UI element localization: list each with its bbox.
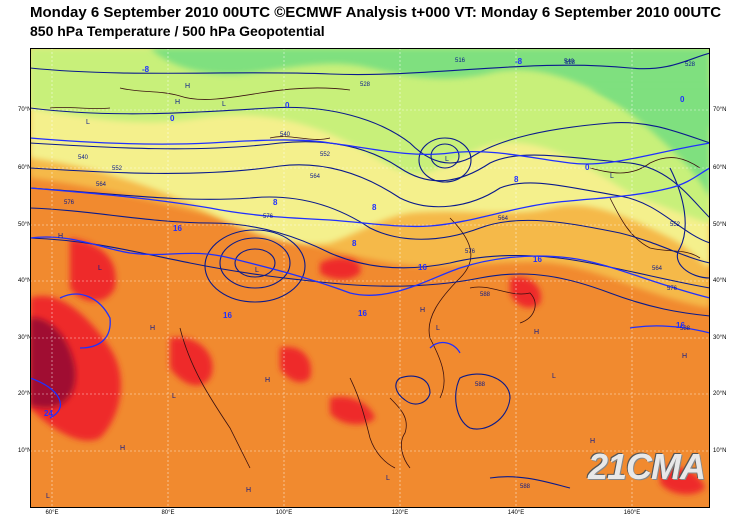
hottest-region [30,317,76,408]
lat-label-right: 20°N [713,391,727,397]
lat-label-left: 70°N [18,107,32,113]
temp-label: 16 [533,255,542,264]
lat-label-right: 30°N [713,335,727,341]
geo-label: 564 [498,216,509,222]
geo-label: 576 [465,249,476,255]
pressure-center-marker: H [175,99,180,106]
geo-label: 528 [685,62,696,68]
geo-label: 552 [670,222,681,228]
geo-label: 588 [680,326,691,332]
temp-label: 0 [170,114,175,123]
temp-label: 16 [173,224,182,233]
pressure-center-marker: H [590,438,595,445]
geo-label: 540 [78,155,89,161]
geo-label: 540 [280,132,291,138]
lon-label: 100°E [275,510,293,516]
geo-label: 588 [480,292,491,298]
pressure-center-marker: L [172,393,176,400]
pressure-center-marker: H [58,233,63,240]
pressure-center-marker: L [86,119,90,126]
pressure-center-marker: L [445,156,449,163]
geo-label: 528 [360,82,371,88]
watermark-logo: 21CMA [588,446,706,487]
pressure-center-marker: H [420,307,425,314]
lat-label-right: 50°N [713,222,727,228]
temp-label: 8 [372,203,377,212]
pressure-centers: H L H L L L H L H H H L H H H L L H H L … [46,83,687,500]
pressure-center-marker: L [552,373,556,380]
temp-band-yellow-green [30,48,710,223]
temp-label: 16 [358,309,367,318]
lat-label-left: 10°N [18,448,32,454]
geo-label: 564 [310,174,321,180]
lat-label-left: 60°N [18,165,32,171]
geo-label: 588 [475,382,486,388]
temp-band-cold [150,48,710,128]
temp-label: 8 [514,175,519,184]
lat-label-right: 70°N [713,107,727,113]
geo-label: 576 [64,200,75,206]
geopotential-labels: 528 516 528 540 552 564 576 540 552 564 … [64,58,696,490]
geo-label: 552 [320,152,331,158]
pressure-center-marker: H [265,377,270,384]
pressure-center-marker: H [150,325,155,332]
chart-title: Monday 6 September 2010 00UTC ©ECMWF Ana… [30,4,722,21]
pressure-center-marker: L [436,325,440,332]
pressure-center-marker: H [185,83,190,90]
geo-label: 564 [652,266,663,272]
temp-label: -8 [515,57,523,66]
geo-label: 576 [667,286,678,292]
lat-label-right: 40°N [713,278,727,284]
temp-label: 8 [352,239,357,248]
pressure-center-marker: L [98,265,102,272]
temp-label: 8 [273,198,278,207]
geo-label: 552 [112,166,123,172]
temp-label: 0 [680,95,685,104]
lon-label: 140°E [507,510,525,516]
lat-label-left: 40°N [18,278,32,284]
temp-label: -8 [142,65,150,74]
temp-band-cold-2 [590,88,710,198]
coastlines [49,87,701,469]
pressure-center-marker: L [46,493,50,500]
map-svg: 528 516 528 540 552 564 576 540 552 564 … [30,48,710,508]
pressure-center-marker: H [682,353,687,360]
geo-label: 540 [564,59,575,65]
pressure-center-marker: H [246,487,251,494]
temp-label: 0 [585,163,590,172]
geo-label: 576 [263,214,274,220]
temp-label: 16 [676,321,685,330]
lat-label-left: 50°N [18,222,32,228]
lon-label: 80°E [161,510,175,516]
geo-label: 564 [96,182,107,188]
temp-label: 16 [223,311,232,320]
geo-label: 528 [565,60,576,66]
lon-label: 60°E [45,510,59,516]
temp-label: 24 [44,409,53,418]
temp-label: 0 [285,101,290,110]
pressure-center-marker: H [120,445,125,452]
temperature-labels: -8 -8 0 0 0 0 8 8 8 8 16 16 16 16 16 16 … [44,57,685,418]
lat-label-right: 10°N [713,448,727,454]
temp-label: 16 [418,263,427,272]
lat-label-left: 30°N [18,335,32,341]
chart-header: Monday 6 September 2010 00UTC ©ECMWF Ana… [30,4,730,40]
pressure-center-marker: L [222,101,226,108]
pressure-center-marker: L [610,173,614,180]
pressure-center-marker: L [255,267,259,274]
lon-label: 120°E [391,510,409,516]
hot-regions [30,238,705,495]
geo-label: 588 [520,484,531,490]
lat-lon-grid [30,48,710,508]
lat-label-left: 20°N [18,391,32,397]
map-frame [30,48,710,508]
geo-label: 516 [455,58,466,64]
weather-map: 528 516 528 540 552 564 576 540 552 564 … [30,48,710,508]
pressure-center-marker: H [534,329,539,336]
lat-label-right: 60°N [713,165,727,171]
lon-label: 160°E [623,510,641,516]
pressure-center-marker: L [386,475,390,482]
chart-subtitle: 850 hPa Temperature / 500 hPa Geopotenti… [30,23,325,39]
temperature-contours [30,137,710,419]
